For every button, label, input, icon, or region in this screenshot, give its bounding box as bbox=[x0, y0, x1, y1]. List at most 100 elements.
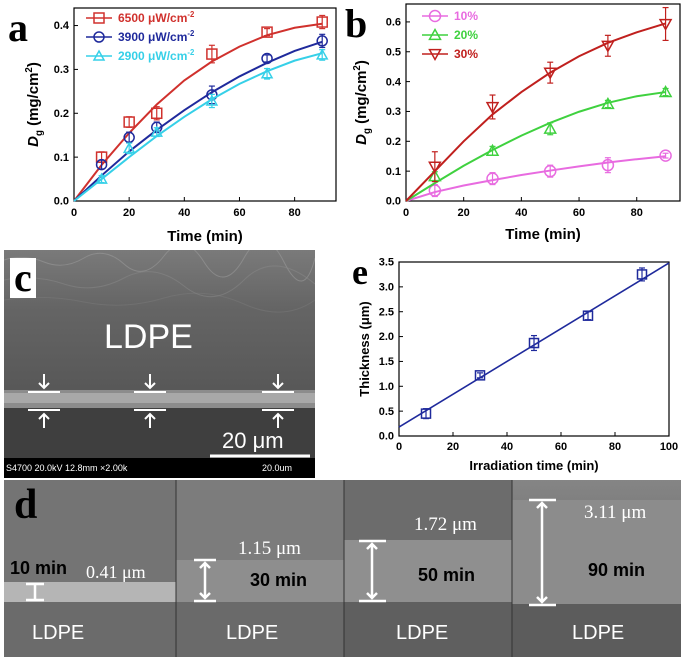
x-tick-label: 40 bbox=[178, 207, 190, 219]
x-tick-label: 60 bbox=[573, 207, 585, 219]
fit-line bbox=[73, 40, 323, 202]
plot-frame bbox=[73, 7, 337, 202]
fit-line bbox=[405, 155, 666, 202]
x-tick-label: 80 bbox=[631, 207, 643, 219]
data-point bbox=[428, 184, 442, 197]
sem-c-ldpe-label: LDPE bbox=[104, 318, 193, 356]
y-tick-label: 1.5 bbox=[379, 356, 394, 368]
y-axis-label: Dg (mg/cm2) bbox=[352, 60, 373, 145]
y-tick-label: 0.3 bbox=[386, 106, 401, 118]
x-tick-label: 0 bbox=[71, 207, 77, 219]
data-point bbox=[123, 116, 135, 128]
y-tick-label: 0.2 bbox=[54, 108, 69, 120]
data-point bbox=[485, 101, 500, 115]
sem-c-scale-text: 20.0um bbox=[262, 463, 293, 473]
sem-d3-thickness: 1.72 μm bbox=[414, 514, 477, 535]
x-tick-label: 20 bbox=[458, 207, 470, 219]
y-axis-label: Thickness (μm) bbox=[357, 301, 372, 396]
sem-c-info: S4700 20.0kV 12.8mm ×2.00k bbox=[6, 463, 128, 473]
y-tick-label: 0.0 bbox=[386, 196, 401, 208]
y-tick-label: 0.4 bbox=[386, 76, 402, 88]
y-tick-label: 3.5 bbox=[379, 257, 394, 269]
data-point bbox=[543, 121, 557, 134]
data-point bbox=[420, 408, 432, 419]
y-tick-label: 0.5 bbox=[379, 406, 394, 418]
legend-label-2: 2900 μW/cm-2 bbox=[118, 48, 195, 63]
sem-d1-time: 10 min bbox=[10, 558, 68, 578]
y-tick-label: 2.5 bbox=[379, 306, 394, 318]
x-tick-label: 0 bbox=[403, 207, 409, 219]
series-1 bbox=[73, 33, 328, 202]
y-tick-label: 0.6 bbox=[386, 17, 401, 29]
x-tick-label: 20 bbox=[447, 441, 459, 453]
data-point bbox=[122, 141, 136, 154]
panel-label-a: a bbox=[8, 5, 28, 50]
data-point bbox=[636, 269, 648, 280]
x-tick-label: 60 bbox=[555, 441, 567, 453]
y-tick-label: 0.0 bbox=[379, 431, 394, 443]
y-tick-label: 2.0 bbox=[379, 331, 394, 343]
sem-image-d: 10 min 0.41 μm LDPE 1.15 μm 30 min LDPE … bbox=[4, 480, 681, 657]
chart-e: 0 20 40 60 80 100 0.0 0.5 1.0 1.5 2.0 2.5 3.0 3.5 Irra… bbox=[357, 257, 678, 473]
x-tick-label: 60 bbox=[233, 207, 245, 219]
x-axis-label: Irradiation time (min) bbox=[469, 458, 598, 473]
plot-frame bbox=[405, 3, 681, 202]
series-1 bbox=[405, 85, 673, 202]
panel-label-b: b bbox=[345, 1, 368, 46]
data-point bbox=[601, 96, 615, 110]
series-2 bbox=[73, 48, 329, 202]
sem-c-texture bbox=[4, 250, 315, 478]
legend-label-0: 6500 μW/cm-2 bbox=[118, 10, 195, 25]
sem-d4-thickness: 3.11 μm bbox=[584, 502, 647, 523]
panel-label-c: c bbox=[10, 258, 36, 298]
x-tick-label: 0 bbox=[396, 441, 402, 453]
x-tick-label: 20 bbox=[123, 207, 135, 219]
chart-a: 0 20 40 60 80 0.0 0.1 0.2 0.3 0.4 Time (min) Dg (mg… bbox=[24, 7, 337, 245]
y-tick-label: 0.3 bbox=[54, 64, 69, 76]
fit-line bbox=[405, 91, 666, 202]
sem-d3-ldpe: LDPE bbox=[396, 622, 449, 644]
data-point bbox=[205, 94, 219, 106]
sem-d3-time: 50 min bbox=[418, 565, 476, 585]
legend-label-1: 20% bbox=[454, 28, 478, 42]
data-point bbox=[658, 18, 673, 32]
legend-marker bbox=[92, 49, 106, 61]
series-0 bbox=[398, 262, 670, 428]
data-point bbox=[428, 161, 442, 174]
data-point bbox=[261, 26, 273, 38]
x-tick-label: 100 bbox=[660, 441, 678, 453]
data-point bbox=[601, 158, 615, 172]
data-point bbox=[485, 143, 500, 157]
data-point bbox=[260, 67, 274, 79]
data-point bbox=[582, 310, 594, 321]
legend-label-1: 3900 μW/cm-2 bbox=[118, 29, 195, 44]
y-tick-label: 0.5 bbox=[386, 46, 401, 58]
y-tick-label: 3.0 bbox=[379, 282, 394, 294]
x-tick-label: 40 bbox=[515, 207, 527, 219]
legend-marker bbox=[428, 27, 442, 41]
y-tick-label: 0.1 bbox=[54, 152, 69, 164]
data-point bbox=[95, 172, 108, 184]
y-tick-label: 0.4 bbox=[54, 20, 70, 32]
sem-image-c: LDPE 20 μm S4700 20.0kV 12.8mm ×2.00k 20… bbox=[4, 250, 315, 478]
sem-d4-time: 90 min bbox=[588, 560, 646, 580]
legend-label-0: 10% bbox=[454, 9, 478, 23]
x-tick-label: 80 bbox=[609, 441, 621, 453]
series-0 bbox=[405, 149, 672, 202]
data-point bbox=[261, 52, 273, 65]
y-tick-label: 1.0 bbox=[379, 381, 394, 393]
data-point bbox=[601, 40, 615, 53]
sem-d1-thickness: 0.41 μm bbox=[86, 562, 146, 582]
chart-b: 0 20 40 60 80 0.0 0.1 0.2 0.3 0.4 0.5 0.6 Time (min)… bbox=[352, 3, 681, 243]
panel-label-d: d bbox=[14, 482, 38, 528]
y-tick-label: 0.0 bbox=[54, 196, 69, 208]
x-tick-label: 80 bbox=[289, 207, 301, 219]
data-point bbox=[486, 172, 499, 185]
data-point bbox=[543, 67, 557, 80]
sem-c-scale-label: 20 μm bbox=[222, 428, 284, 453]
sem-d1-ldpe: LDPE bbox=[32, 622, 85, 644]
data-point bbox=[658, 85, 673, 98]
data-point bbox=[474, 370, 486, 381]
data-point bbox=[543, 164, 557, 178]
sem-d-texture bbox=[4, 480, 681, 657]
